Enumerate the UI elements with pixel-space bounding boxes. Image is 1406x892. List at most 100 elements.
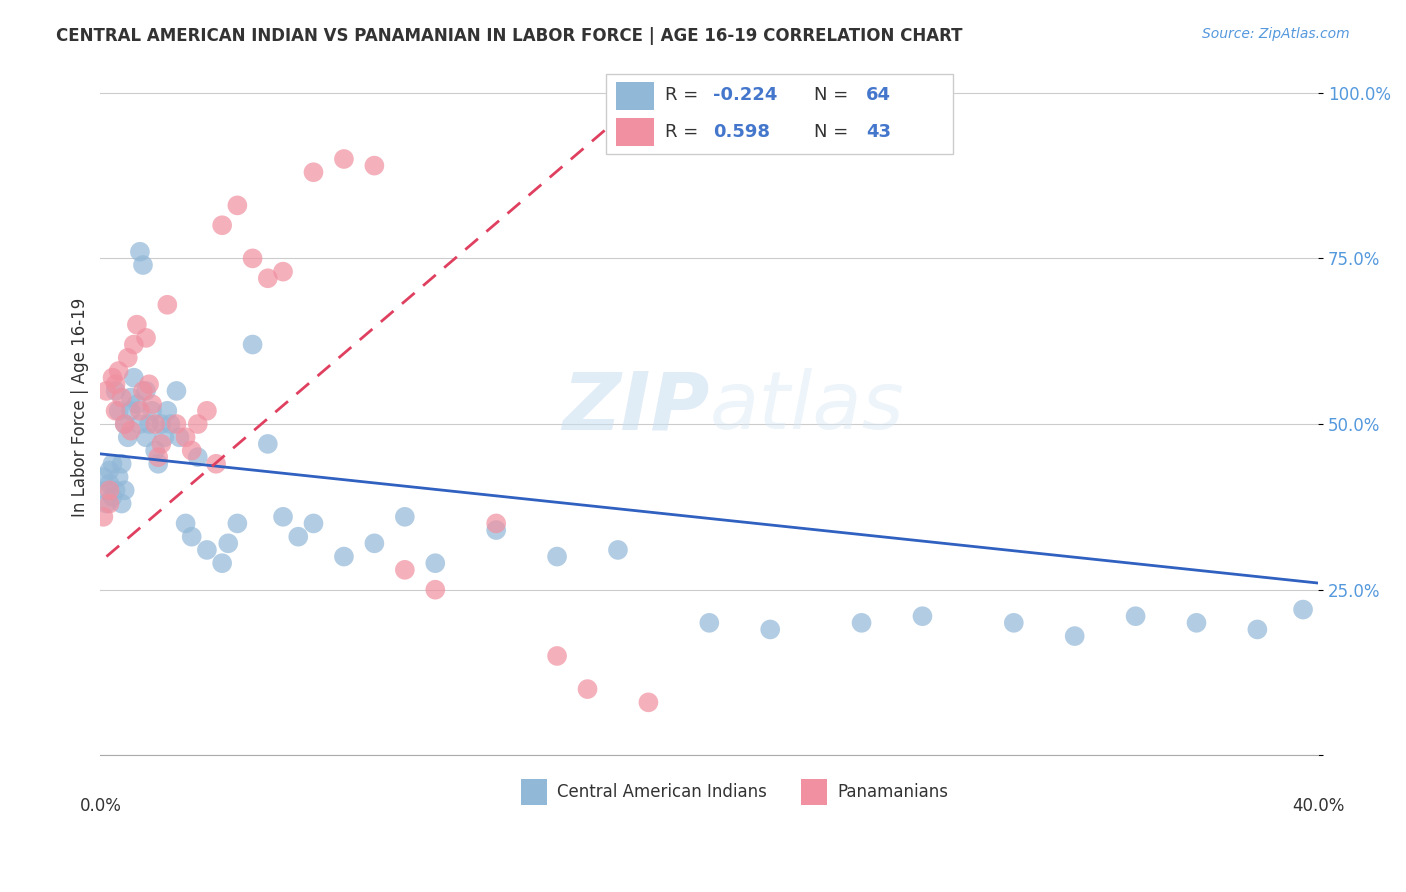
Point [93, 509, 115, 524]
Text: Source: ZipAtlas.com: Source: ZipAtlas.com [1202, 27, 1350, 41]
Point [148, 457, 170, 471]
Point [111, 391, 134, 405]
Point [271, 509, 294, 524]
Point [114, 417, 136, 431]
Point [125, 397, 148, 411]
Point [148, 450, 170, 465]
Point [333, 152, 356, 166]
Point [546, 549, 568, 564]
Point [156, 298, 179, 312]
Point [129, 244, 152, 259]
Point [122, 370, 145, 384]
Point [607, 543, 630, 558]
Point [1185, 615, 1208, 630]
Point [96, 483, 118, 498]
Text: ZIP: ZIP [562, 368, 709, 447]
Point [141, 397, 163, 411]
Point [174, 516, 197, 531]
Point [98, 483, 121, 498]
Point [425, 556, 447, 570]
Point [120, 424, 142, 438]
Point [302, 165, 325, 179]
Point [363, 159, 385, 173]
Point [153, 430, 176, 444]
Point [107, 404, 129, 418]
Point [111, 497, 134, 511]
Point [394, 563, 416, 577]
Point [242, 337, 264, 351]
Point [195, 543, 218, 558]
Point [107, 470, 129, 484]
Point [122, 337, 145, 351]
Point [180, 530, 202, 544]
Point [1002, 615, 1025, 630]
Point [96, 384, 118, 398]
Point [159, 417, 181, 431]
Point [851, 615, 873, 630]
Point [104, 384, 127, 398]
Point [120, 404, 142, 418]
Point [96, 497, 118, 511]
Point [104, 377, 127, 392]
Point [287, 530, 309, 544]
Point [135, 430, 157, 444]
Point [125, 318, 148, 332]
Point [117, 351, 139, 365]
Point [1292, 602, 1315, 616]
Point [211, 556, 233, 570]
Point [114, 417, 136, 431]
Point [101, 370, 124, 384]
Text: 40.0%: 40.0% [1292, 797, 1344, 815]
Point [363, 536, 385, 550]
Point [759, 623, 782, 637]
Text: CENTRAL AMERICAN INDIAN VS PANAMANIAN IN LABOR FORCE | AGE 16-19 CORRELATION CHA: CENTRAL AMERICAN INDIAN VS PANAMANIAN IN… [56, 27, 963, 45]
Point [1246, 623, 1268, 637]
Point [114, 483, 136, 498]
Point [485, 523, 508, 537]
Point [132, 258, 155, 272]
Text: Central American Indians: Central American Indians [557, 783, 766, 801]
Text: atlas: atlas [709, 368, 904, 447]
Point [98, 463, 121, 477]
Point [217, 536, 239, 550]
Point [205, 457, 228, 471]
Point [333, 549, 356, 564]
Point [637, 695, 659, 709]
Point [138, 377, 160, 392]
Text: 0.0%: 0.0% [79, 797, 121, 815]
Point [576, 682, 599, 697]
FancyBboxPatch shape [800, 779, 828, 805]
Text: Panamanians: Panamanians [837, 783, 948, 801]
Point [156, 404, 179, 418]
Point [150, 417, 173, 431]
Point [101, 490, 124, 504]
Point [129, 404, 152, 418]
Point [166, 417, 188, 431]
Point [98, 497, 121, 511]
Point [111, 457, 134, 471]
FancyBboxPatch shape [520, 779, 547, 805]
Point [120, 391, 142, 405]
Point [143, 443, 166, 458]
Point [226, 198, 249, 212]
Point [150, 437, 173, 451]
Point [174, 430, 197, 444]
Point [271, 265, 294, 279]
Point [98, 476, 121, 491]
Y-axis label: In Labor Force | Age 16-19: In Labor Force | Age 16-19 [72, 298, 89, 517]
Point [546, 648, 568, 663]
Point [187, 417, 209, 431]
Point [302, 516, 325, 531]
Point [101, 457, 124, 471]
Point [169, 430, 191, 444]
Point [242, 252, 264, 266]
Point [425, 582, 447, 597]
Point [132, 384, 155, 398]
Point [1125, 609, 1147, 624]
Point [1063, 629, 1085, 643]
Point [166, 384, 188, 398]
Point [226, 516, 249, 531]
Point [129, 417, 152, 431]
Point [104, 483, 127, 498]
Point [394, 509, 416, 524]
